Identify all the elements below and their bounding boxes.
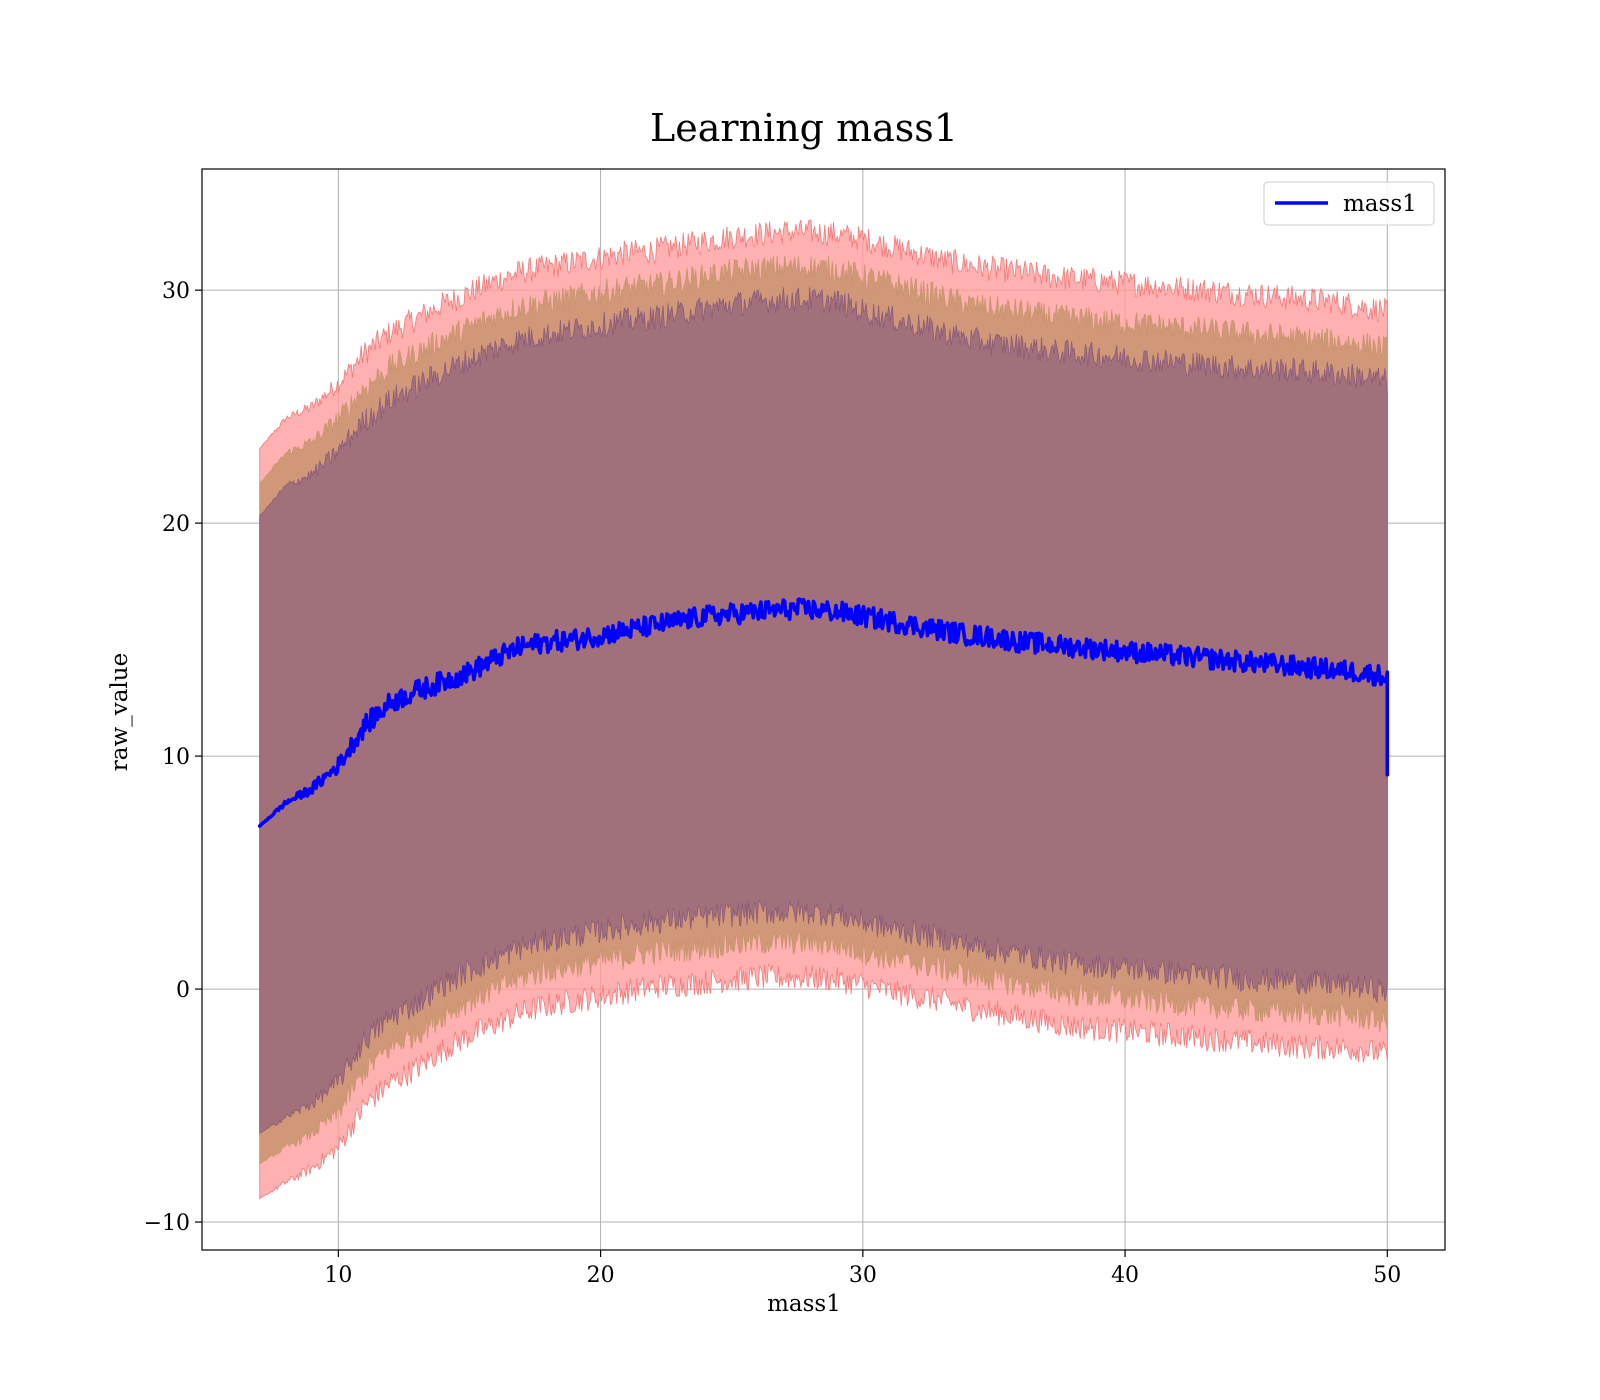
legend: mass1 [1263,181,1435,226]
y-tick-label: 0 [176,978,190,1003]
series-line-mass1 [257,597,1390,828]
legend-box [1263,181,1435,226]
inner-band [259,287,1388,1135]
x-tick-label: 40 [1111,1263,1139,1288]
y-axis-label: raw_value [107,653,133,771]
x-axis-label: mass1 [767,1291,841,1317]
y-tick-label: 10 [162,745,190,770]
legend-label-mass1: mass1 [1343,191,1417,217]
chart-title: Learning mass1 [650,106,958,150]
bands [259,219,1388,1200]
x-tick-label: 20 [587,1263,615,1288]
plot-frame [201,168,1446,1251]
y-tick-label: 20 [162,512,190,537]
x-tick-label: 50 [1373,1263,1401,1288]
y-tick-label: 30 [162,279,190,304]
ticks: 10 20 30 40 50 −10 0 10 20 30 [144,279,1402,1288]
x-tick-label: 30 [849,1263,877,1288]
x-tick-label: 10 [324,1263,352,1288]
y-tick-label: −10 [144,1211,190,1236]
